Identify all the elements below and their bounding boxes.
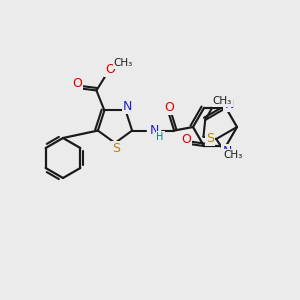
Text: O: O — [181, 133, 191, 146]
Text: S: S — [112, 142, 120, 154]
Text: S: S — [206, 132, 214, 145]
Text: N: N — [123, 100, 132, 113]
Text: N: N — [149, 124, 159, 137]
Text: H: H — [156, 132, 164, 142]
Text: N: N — [222, 145, 232, 158]
Text: N: N — [224, 98, 234, 111]
Text: O: O — [106, 63, 116, 76]
Text: O: O — [164, 101, 174, 114]
Text: CH₃: CH₃ — [114, 58, 133, 68]
Text: CH₃: CH₃ — [224, 150, 243, 160]
Text: O: O — [73, 77, 82, 90]
Text: CH₃: CH₃ — [213, 96, 232, 106]
